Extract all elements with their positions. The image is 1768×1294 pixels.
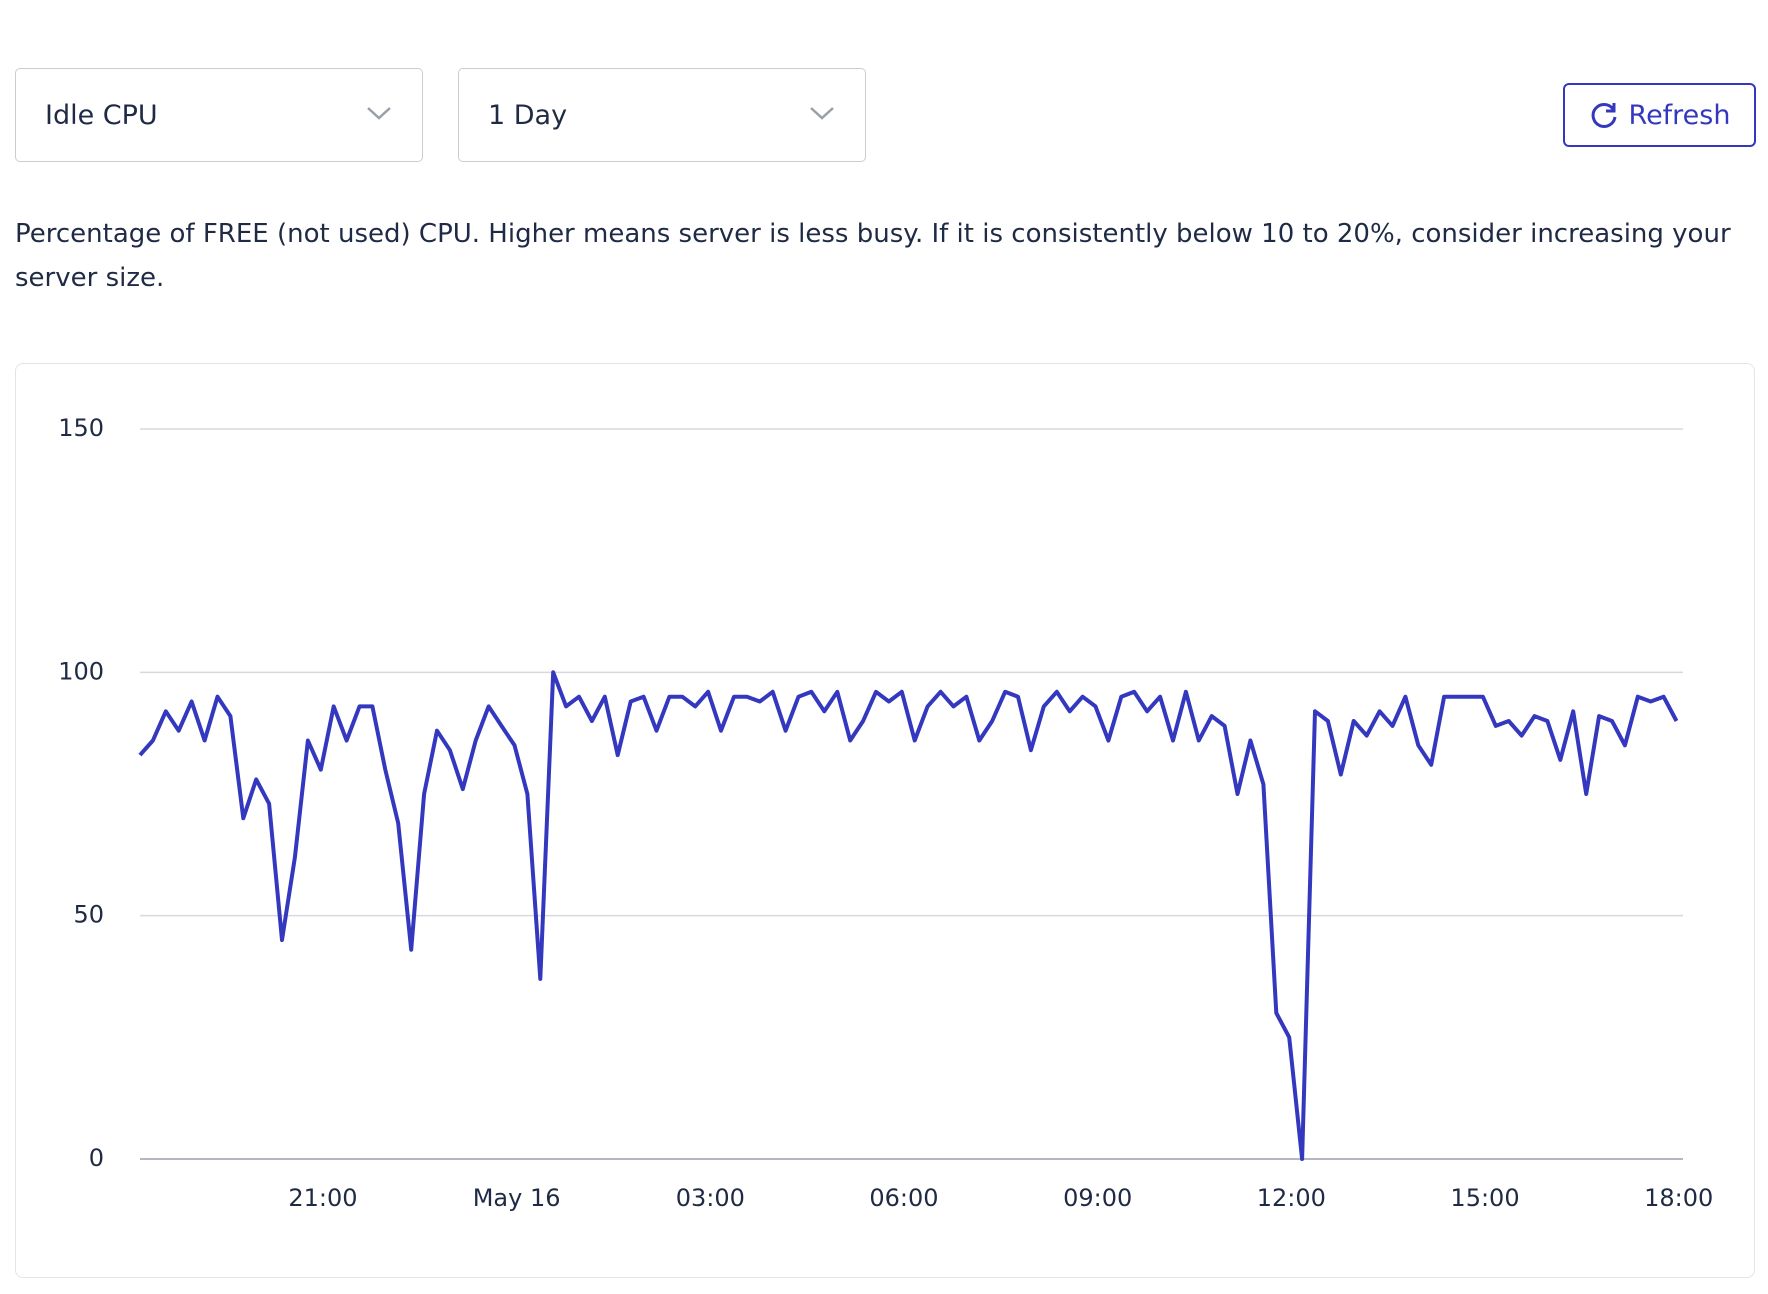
- description: Percentage of FREE (not used) CPU. Highe…: [15, 219, 1731, 293]
- y-tick-label: 50: [73, 901, 104, 929]
- y-tick-label: 150: [58, 414, 104, 442]
- x-tick-label: 06:00: [869, 1184, 938, 1212]
- chart-card: 0 50 100 150 21:00 May 16 03:00 06:00 09:00 12:00…: [15, 363, 1755, 1278]
- x-tick-label: 03:00: [676, 1184, 745, 1212]
- range-select-value: 1 Day: [488, 99, 568, 131]
- chevron-icon: [810, 107, 834, 120]
- x-tick-label: 18:00: [1644, 1184, 1713, 1212]
- line: [138, 670, 1679, 1161]
- y-tick-label: 100: [58, 657, 104, 685]
- refresh-label: Refresh: [1628, 99, 1731, 131]
- x-tick-label: 09:00: [1063, 1184, 1132, 1212]
- range-select[interactable]: 1 Day: [458, 68, 866, 162]
- x-tick-label: 12:00: [1257, 1184, 1326, 1212]
- refresh-button[interactable]: Refresh: [1563, 83, 1756, 147]
- refresh-icon: [1591, 102, 1617, 128]
- metric-select-value: Idle CPU: [45, 99, 158, 131]
- chevron-icon: [367, 107, 391, 120]
- x-tick-label: May 16: [473, 1184, 561, 1212]
- metric-select[interactable]: Idle CPU: [15, 68, 423, 162]
- chart: 0 50 100 150 21:00 May 16 03:00 06:00 09:00 12:00…: [58, 414, 1713, 1212]
- x-tick-label: 21:00: [288, 1184, 357, 1212]
- y-tick-label: 0: [89, 1144, 104, 1172]
- x-tick-label: 15:00: [1450, 1184, 1519, 1212]
